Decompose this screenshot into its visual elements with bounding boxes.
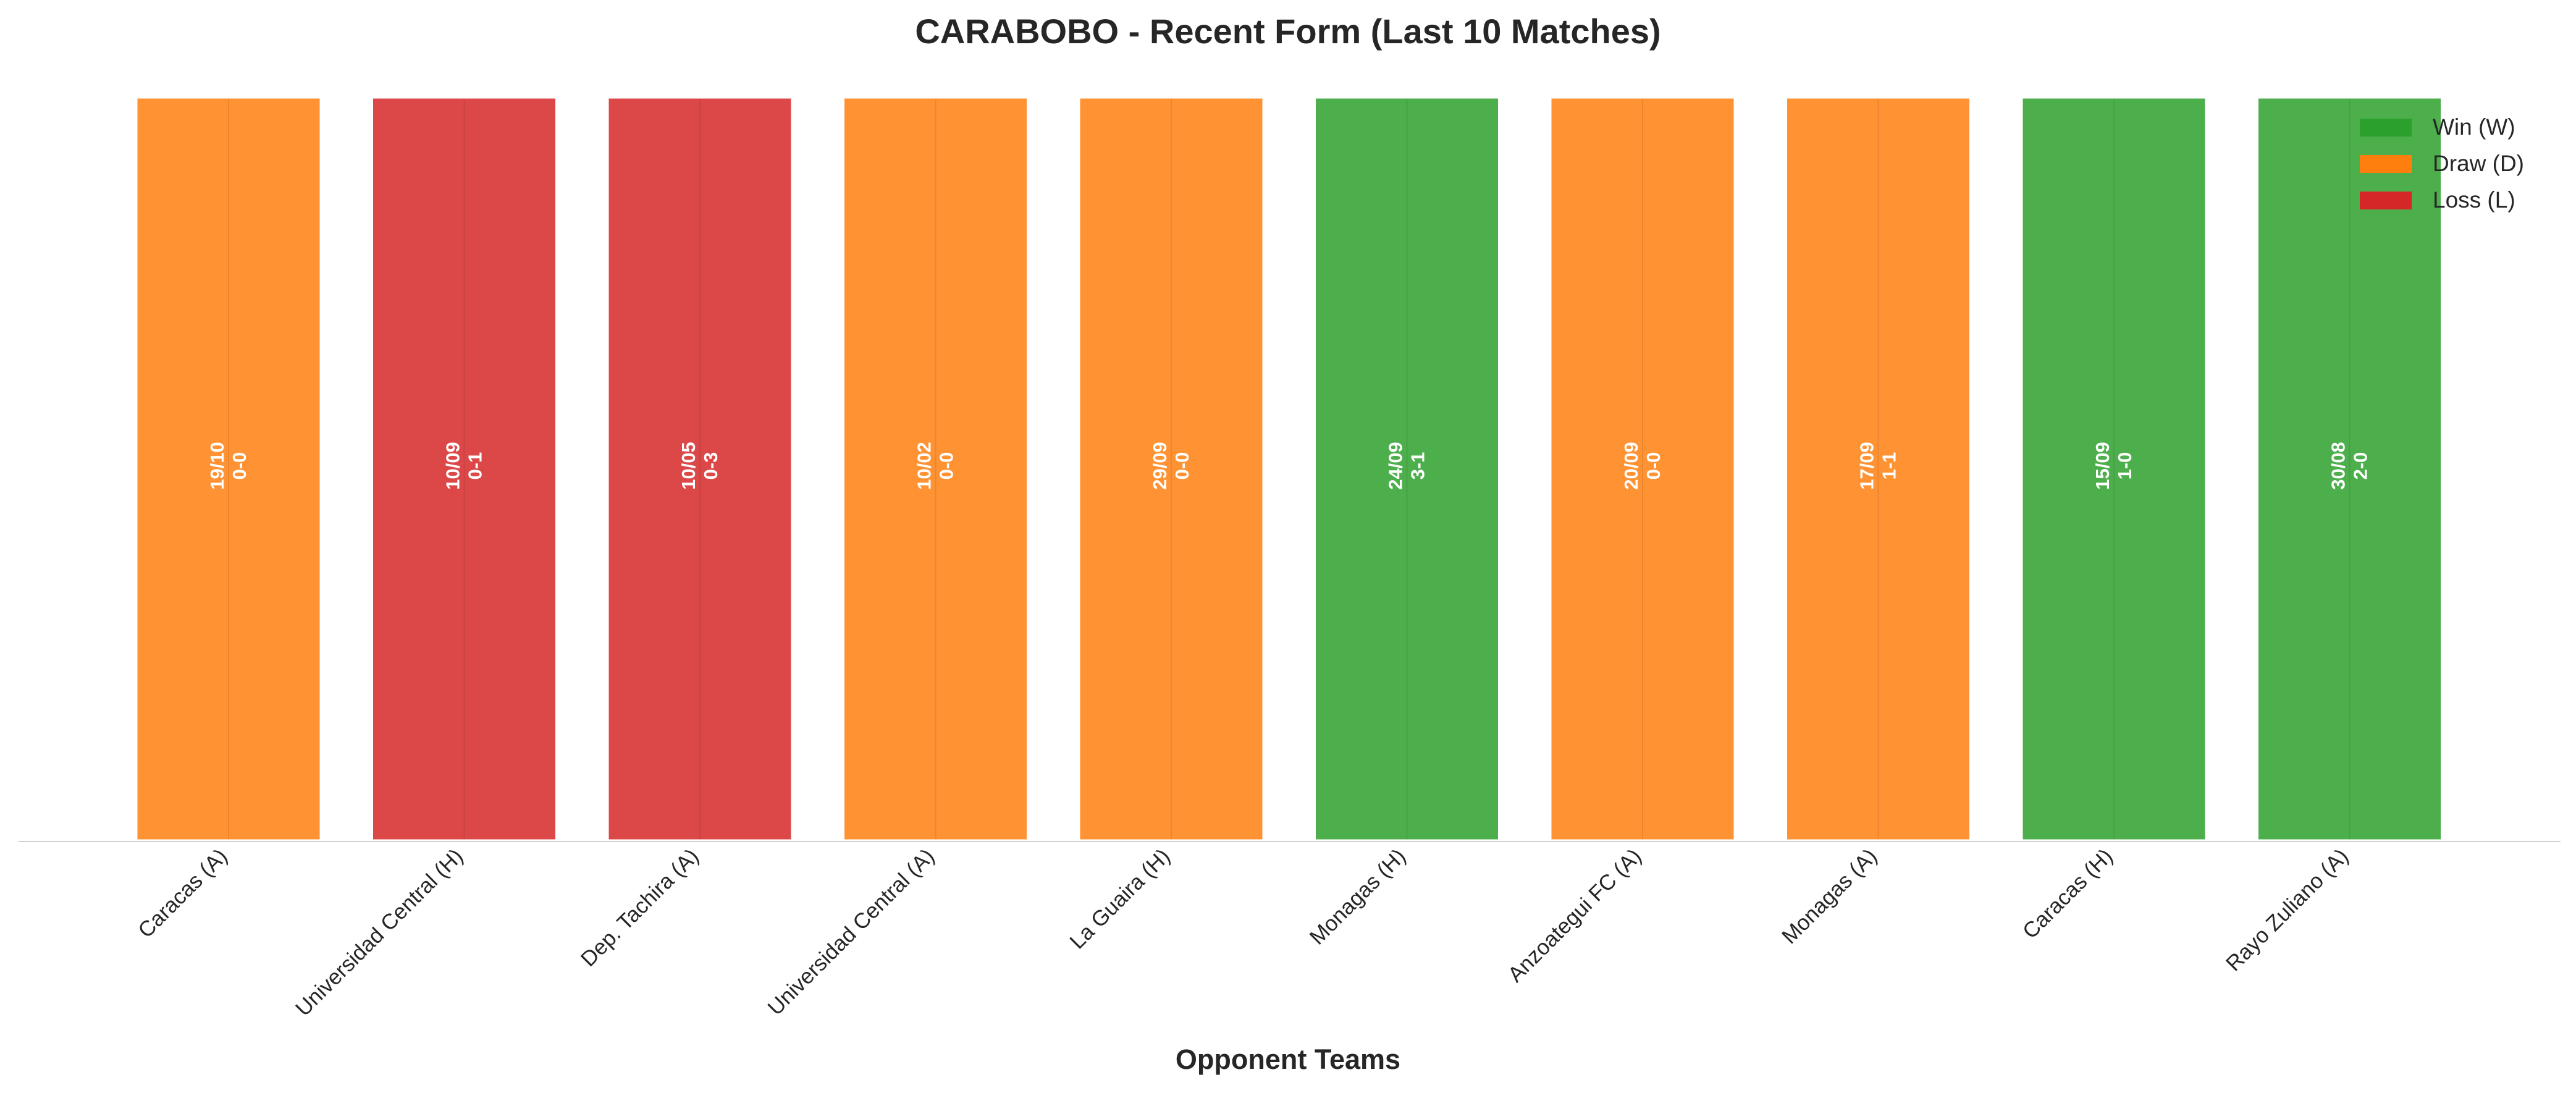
x-tick-label: La Guaira (H) — [1065, 844, 1175, 954]
bar — [1549, 96, 1736, 842]
bar-data-label: 20/090-0 — [1620, 442, 1664, 490]
bar — [371, 96, 557, 842]
bar — [2257, 96, 2443, 842]
x-tick-label: Caracas (H) — [2018, 844, 2118, 943]
x-tick-label: Anzoategui FC (A) — [1503, 844, 1646, 987]
x-tick-label: Rayo Zuliano (A) — [2221, 844, 2353, 976]
bar-data-label: 24/093-1 — [1385, 442, 1429, 490]
bar — [607, 96, 793, 842]
legend-label: Draw (D) — [2433, 151, 2524, 176]
bar — [1078, 96, 1265, 842]
legend-swatch — [2360, 155, 2412, 173]
bar-data-label: 30/082-0 — [2328, 442, 2372, 490]
bar-data-label: 17/091-1 — [1856, 442, 1900, 490]
x-tick-labels: Caracas (A) Universidad Central (H) Dep. T… — [133, 844, 2353, 1021]
x-axis-label: Opponent Teams — [1176, 1044, 1400, 1075]
bar — [1785, 96, 1971, 842]
legend: Win (W) Draw (D) Loss (L) — [2360, 114, 2524, 213]
bar — [843, 96, 1029, 842]
bar-data-label: 19/100-0 — [206, 442, 250, 490]
bar — [135, 96, 322, 842]
chart-title: CARABOBO - Recent Form (Last 10 Matches) — [915, 12, 1661, 51]
bar — [2021, 96, 2207, 842]
legend-label: Win (W) — [2433, 114, 2515, 140]
x-tick-label: Universidad Central (H) — [291, 844, 468, 1021]
x-tick-label: Monagas (A) — [1777, 844, 1882, 948]
bar-data-label: 10/020-0 — [914, 442, 958, 490]
bar-data-label: 29/090-0 — [1149, 442, 1193, 490]
bar-data-label: 10/050-3 — [678, 442, 722, 490]
bar-data-label: 10/090-1 — [442, 442, 486, 490]
legend-swatch — [2360, 119, 2412, 137]
bar — [1314, 96, 1500, 842]
x-tick-label: Universidad Central (A) — [763, 844, 939, 1020]
bar-data-label: 15/091-0 — [2092, 442, 2136, 490]
legend-label: Loss (L) — [2433, 187, 2515, 213]
bars-layer: 19/100-0 10/090-1 10/050-3 10/020-0 29/090-0… — [135, 96, 2443, 842]
x-tick-label: Monagas (H) — [1305, 844, 1411, 950]
legend-swatch — [2360, 192, 2412, 209]
x-tick-label: Dep. Tachira (A) — [576, 844, 704, 971]
x-tick-label: Caracas (A) — [133, 844, 232, 943]
